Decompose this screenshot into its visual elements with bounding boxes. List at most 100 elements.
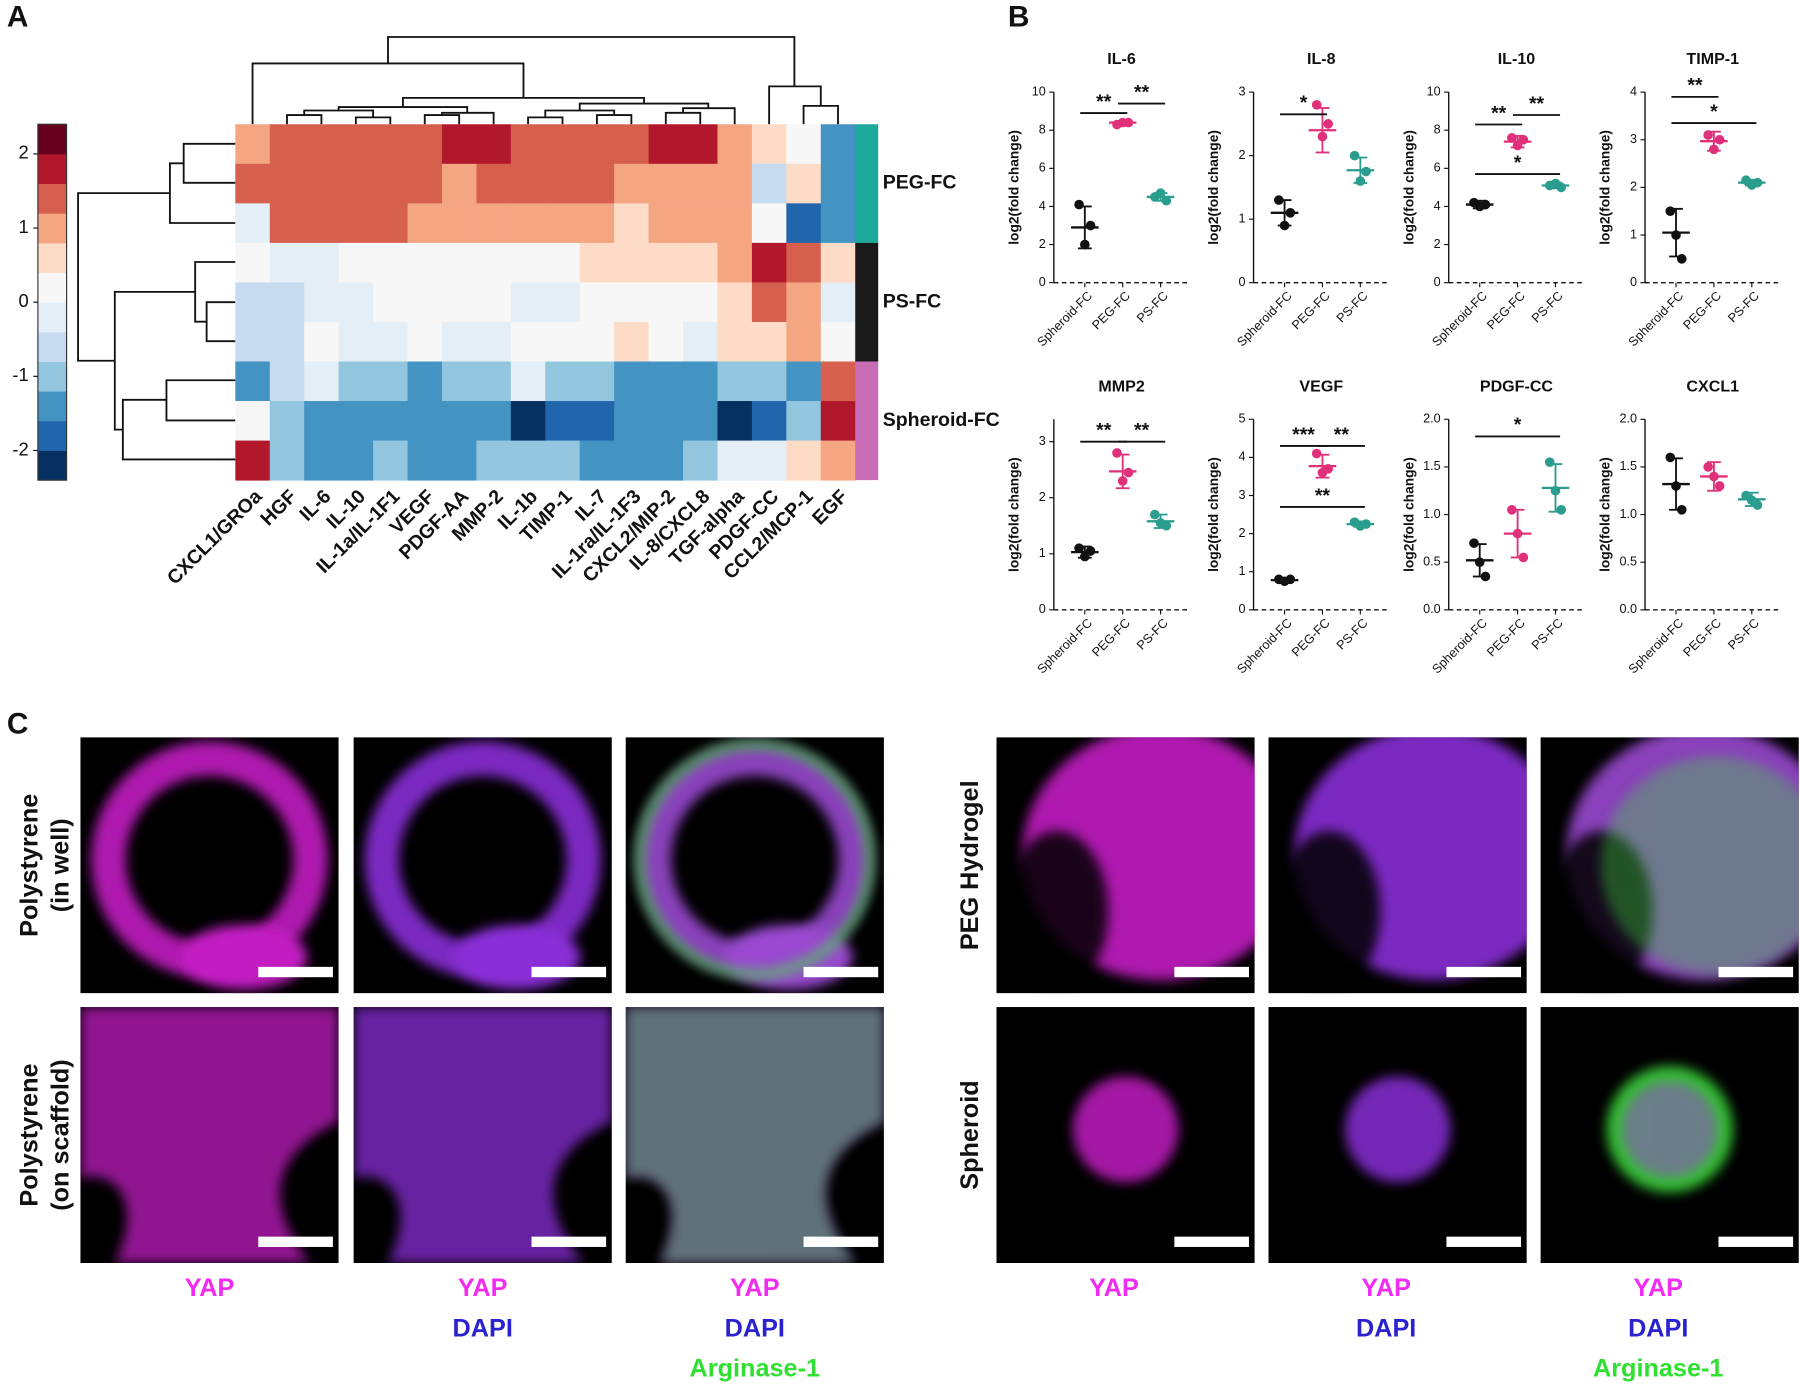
heatmap-cell [373,242,408,283]
heatmap-cell [717,321,753,362]
row-group-label: PEG-FC [883,172,957,194]
heatmap-cell [820,282,856,323]
panel-letter: A [7,1,29,34]
y-tick-label: 0 [1039,275,1046,289]
column-label: EGF [808,485,852,529]
heatmap-cell [235,440,271,481]
data-point [1161,195,1172,206]
row-group-label: Spheroid-FC [883,409,1000,431]
heatmap-cell [648,203,684,244]
micrograph [996,1007,1255,1264]
x-tick-label: Spheroid-FC [1429,289,1489,349]
colorbar-tick-label: -1 [12,364,28,385]
data-point [1085,546,1096,556]
heatmap-cell [510,203,546,244]
heatmap-cell [510,282,546,323]
y-tick-label: 1.5 [1619,459,1637,473]
heatmap-cell [235,242,271,283]
micrograph [80,737,339,994]
channel-label: YAP [1361,1274,1411,1302]
heatmap-cell [269,321,305,362]
data-point [1665,452,1676,463]
colorbar-swatch [37,391,67,422]
heatmap-cell [476,124,512,165]
data-point [1550,485,1561,496]
scale-bar [1174,966,1249,978]
heatmap-cell [441,321,477,362]
data-point [1544,457,1555,467]
data-point [1074,543,1084,554]
heatmap-cell [304,282,340,323]
heatmap-cell [820,321,856,362]
heatmap-cell [786,282,822,323]
data-point [1556,504,1567,515]
y-tick-label: 4 [1039,199,1046,213]
data-point [1085,220,1096,231]
heatmap-cell [510,440,546,481]
x-tick-label: PEG-FC [1484,289,1528,333]
row-label: PEG Hydrogel [956,780,984,950]
heatmap-cell [751,282,787,323]
heatmap-cell [545,321,581,362]
significance-label: ** [1134,81,1150,103]
heatmap-cell [614,440,650,481]
channel-label: YAP [730,1274,780,1302]
significance-label: * [1710,101,1718,123]
heatmap-cell [717,163,753,204]
cell-cluster [454,924,581,990]
heatmap-cell [683,242,718,283]
heatmap-cell [786,203,822,244]
micrograph [1268,1007,1527,1264]
data-point [1556,182,1567,193]
column-label: CXCL1/GROa [163,485,267,589]
x-tick-label: Spheroid-FC [1234,289,1294,349]
cell-sheet [353,1007,612,1264]
heatmap-cell [751,203,787,244]
channel-label: Arginase-1 [1593,1354,1724,1382]
chart-title: PDGF-CC [1480,377,1554,395]
heatmap-cell [304,124,340,165]
y-tick-label: 8 [1434,123,1441,137]
heatmap-cell [614,282,650,323]
heatmap-cell [269,163,305,204]
data-point [1274,195,1284,205]
y-tick-label: 0 [1239,602,1246,616]
y-tick-label: 1 [1239,564,1246,578]
y-tick-label: 8 [1039,123,1046,137]
heatmap-cell [407,282,443,323]
x-tick-label: Spheroid-FC [1234,616,1294,676]
y-tick-label: 2.0 [1423,412,1441,426]
x-tick-label: PS-FC [1529,289,1566,326]
row-dendrogram [77,142,236,461]
chart-title: CXCL1 [1686,377,1739,395]
y-tick-label: 1 [1239,211,1246,225]
heatmap-cell [717,242,753,283]
x-tick-label: PS-FC [1334,616,1371,653]
heatmap-cell [373,321,408,362]
heatmap-cell [717,282,753,323]
heatmap-cell [786,321,822,362]
heatmap-cell [304,163,340,204]
x-tick-label: PS-FC [1134,289,1171,326]
y-tick-label: 2 [1434,237,1441,251]
heatmap-cell [304,321,340,362]
significance-label: ** [1315,485,1331,507]
micrograph [996,737,1255,994]
data-point [1518,552,1529,563]
heatmap-cell [373,440,408,481]
y-axis-label: log2(fold change) [1206,130,1221,245]
scale-bar [803,1236,879,1247]
heatmap-cell [683,401,718,442]
column-dendrogram [251,36,839,125]
significance-label: ** [1491,102,1507,124]
x-tick-label: PS-FC [1334,289,1371,326]
heatmap-cell [683,203,718,244]
heatmap-cell [820,401,856,442]
micrograph [1540,1007,1799,1264]
x-tick-label: PEG-FC [1289,616,1333,660]
micrograph [80,1007,339,1264]
scale-bar [258,966,333,978]
row-label: (in well) [47,818,75,912]
heatmap-cell [269,440,305,481]
